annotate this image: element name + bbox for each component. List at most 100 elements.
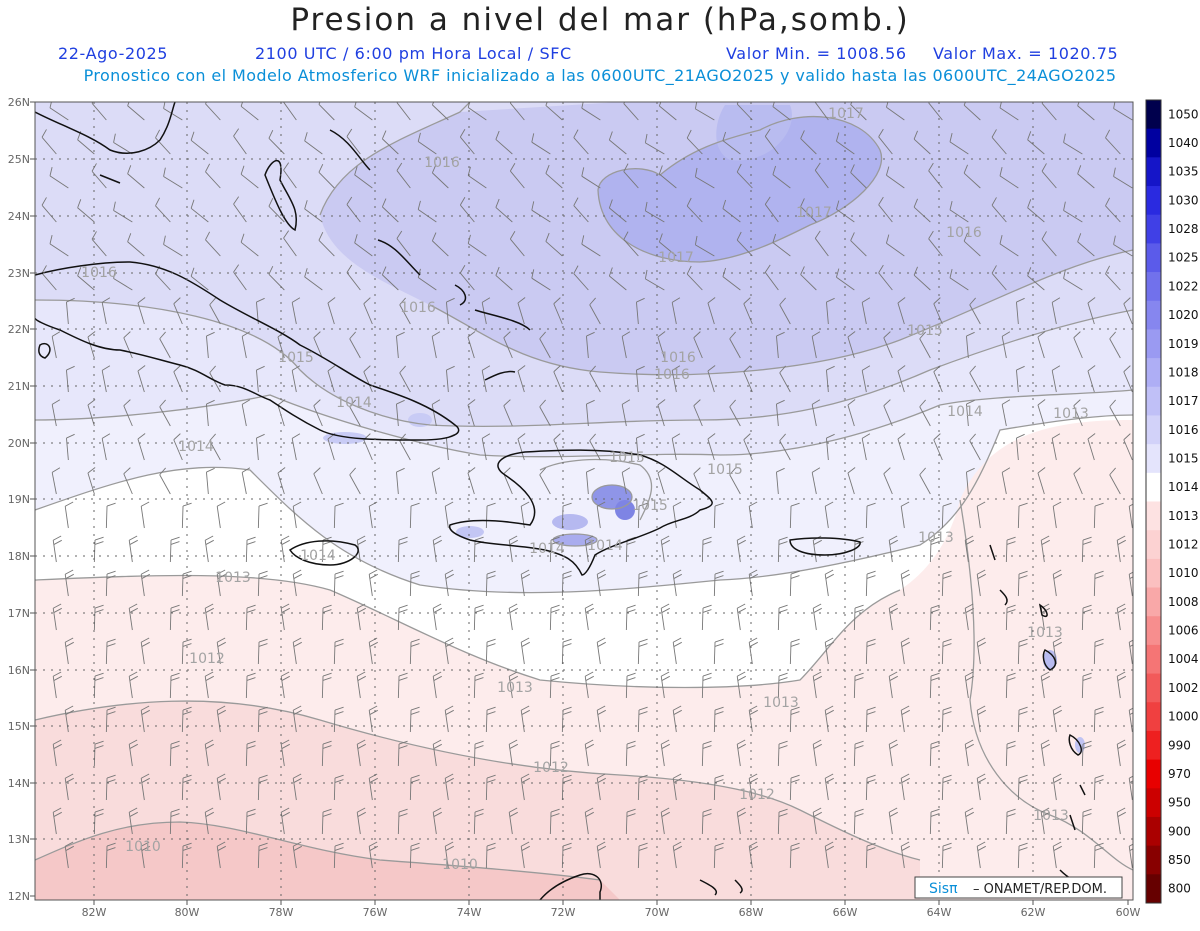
colorbar-swatch [1146, 444, 1161, 474]
wind-barb [123, 331, 133, 359]
wind-barb [280, 535, 290, 563]
wind-barb [105, 842, 116, 869]
wind-barb [623, 231, 639, 257]
wind-barb [66, 297, 75, 325]
model-subtitle: Pronostico con el Modelo Atmosferico WRF… [83, 66, 1117, 85]
colorbar-swatch [1146, 100, 1161, 130]
wind-barb [1128, 503, 1133, 529]
wind-barb [163, 167, 183, 189]
colorbar-swatch [1146, 816, 1161, 847]
colorbar-label: 1013 [1168, 509, 1199, 523]
wind-barb [941, 570, 952, 597]
wind-barb [318, 102, 335, 121]
wind-barb [637, 774, 648, 801]
coast-andros [264, 159, 297, 232]
wind-barb [1041, 102, 1057, 121]
wind-barb [660, 535, 670, 563]
wind-barb [66, 365, 75, 393]
wind-barb [1116, 671, 1126, 699]
wind-barb [77, 267, 95, 291]
wind-barb [503, 467, 513, 495]
wind-barb [713, 706, 724, 733]
wind-barb [283, 230, 297, 257]
wind-barb [333, 842, 344, 869]
wind-barb [713, 638, 724, 665]
colorbar-label: 1017 [1168, 394, 1199, 408]
wind-barb [621, 331, 631, 359]
wind-barb [431, 102, 449, 121]
wind-barb [764, 196, 779, 223]
colorbar-label: 1006 [1168, 624, 1199, 638]
wind-barb [800, 266, 817, 291]
credit-text: – ONAMET/REP.DOM. [973, 882, 1107, 897]
lon-label: 72W [551, 906, 576, 919]
wind-barb [584, 739, 594, 767]
isobar-label: 1016 [654, 367, 690, 383]
wind-barb [900, 773, 910, 801]
wind-barb [1027, 131, 1045, 155]
colorbar-swatch [1146, 874, 1161, 904]
wind-barb [850, 164, 867, 189]
wind-barb [623, 163, 639, 189]
isobar-label: 1013 [1033, 808, 1069, 824]
wind-barb [204, 739, 214, 767]
wind-barb [625, 740, 636, 767]
wind-barb [736, 231, 753, 257]
wind-barb [671, 433, 681, 461]
wind-barb [321, 536, 332, 563]
wind-barb [431, 164, 449, 189]
wind-barb [729, 331, 741, 359]
wind-barb [736, 535, 746, 563]
lat-label: 13N [8, 833, 30, 846]
wind-barb [900, 637, 910, 665]
colorbar-label: 1014 [1168, 480, 1199, 494]
wind-barb [64, 773, 74, 801]
colorbar-label: 1040 [1168, 136, 1199, 150]
wind-barb [432, 535, 442, 563]
wind-barb [431, 399, 441, 427]
lon-label: 60W [1116, 906, 1141, 919]
wind-barb [318, 231, 335, 257]
wind-barb [776, 331, 785, 359]
wind-barb [432, 807, 442, 835]
wind-barb [240, 233, 259, 257]
wind-barb [381, 130, 399, 155]
wind-barb [190, 199, 209, 223]
wind-barb [209, 297, 221, 325]
wind-barb [772, 233, 791, 257]
wind-barb [396, 162, 411, 189]
wind-barb [169, 740, 180, 767]
wind-barb [865, 638, 876, 665]
wind-barb [140, 569, 150, 597]
wind-barb [836, 268, 855, 291]
wind-barb [561, 842, 572, 869]
axis-labels: 82W 80W 78W 76W 74W 72W 70W 68W 66W 64W 62W 60W 26N 2… [8, 96, 1141, 919]
wind-barb [660, 603, 670, 631]
wind-barb [589, 297, 601, 325]
wind-barb [596, 773, 606, 801]
wind-barb [966, 467, 975, 495]
wind-barb [396, 331, 405, 359]
wind-barb [190, 267, 209, 291]
wind-barb [1077, 165, 1095, 189]
wind-barb [1081, 536, 1092, 563]
wind-barb [999, 102, 1019, 121]
wind-barb [333, 706, 344, 733]
wind-barb [888, 807, 898, 835]
wind-barb [140, 705, 150, 733]
wind-barb [467, 331, 476, 359]
wind-barb [268, 129, 285, 155]
wind-barb [966, 399, 975, 427]
wind-barb [660, 739, 670, 767]
wind-barb [824, 705, 834, 733]
wind-barb [1052, 501, 1062, 529]
wind-barb [181, 502, 192, 529]
wind-barb [1040, 671, 1050, 699]
wind-barb [644, 269, 665, 291]
wind-barb [637, 842, 648, 869]
wind-barb [531, 201, 551, 223]
wind-barb [976, 841, 986, 869]
wind-barb [155, 197, 171, 223]
wind-barb [397, 672, 408, 699]
wind-barb [481, 433, 491, 461]
